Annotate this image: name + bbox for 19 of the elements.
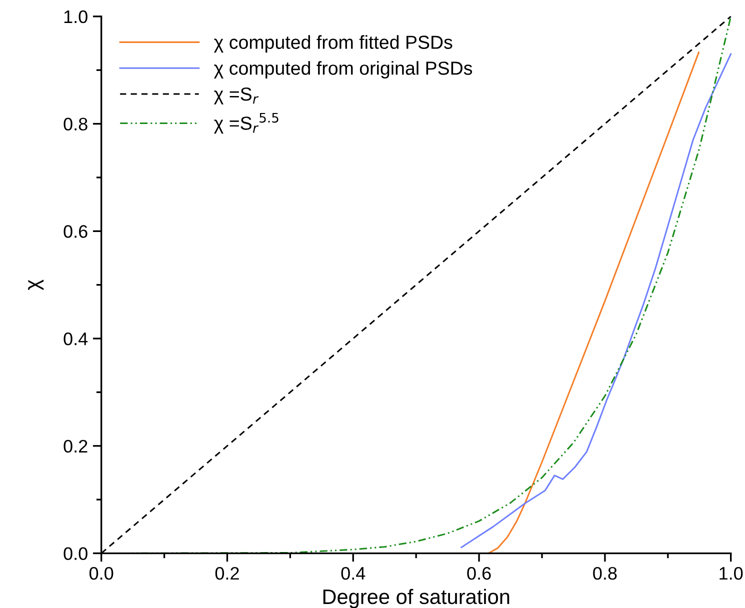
x-tick-label: 0.8 bbox=[593, 566, 617, 580]
y-tick-label: 0.2 bbox=[64, 440, 88, 453]
x-tick-label: 0.4 bbox=[341, 566, 366, 580]
y-tick-label: 0.0 bbox=[64, 547, 88, 560]
legend-label: χ =S$_{r}$$^{5.5}$ bbox=[214, 112, 278, 134]
y-tick-label: 1.0 bbox=[64, 10, 88, 24]
y-tick-label: 0.8 bbox=[64, 118, 88, 131]
y-tick-label: 0.6 bbox=[64, 225, 88, 238]
y-axis-title: χ bbox=[28, 280, 44, 290]
x-tick-label: 1.0 bbox=[720, 566, 743, 580]
legend-label: χ =S$_{r}$ bbox=[214, 87, 259, 104]
legend-label: χ computed from fitted PSDs bbox=[214, 35, 452, 53]
x-tick-label: 0.2 bbox=[215, 566, 239, 580]
x-tick-label: 0.6 bbox=[467, 566, 491, 580]
line-series bbox=[488, 52, 700, 554]
x-tick-label: 0.0 bbox=[89, 566, 114, 580]
legend-label: χ computed from original PSDs bbox=[214, 61, 472, 79]
x-axis-title: Degree of saturation bbox=[323, 588, 510, 608]
y-tick-label: 0.4 bbox=[64, 332, 88, 346]
